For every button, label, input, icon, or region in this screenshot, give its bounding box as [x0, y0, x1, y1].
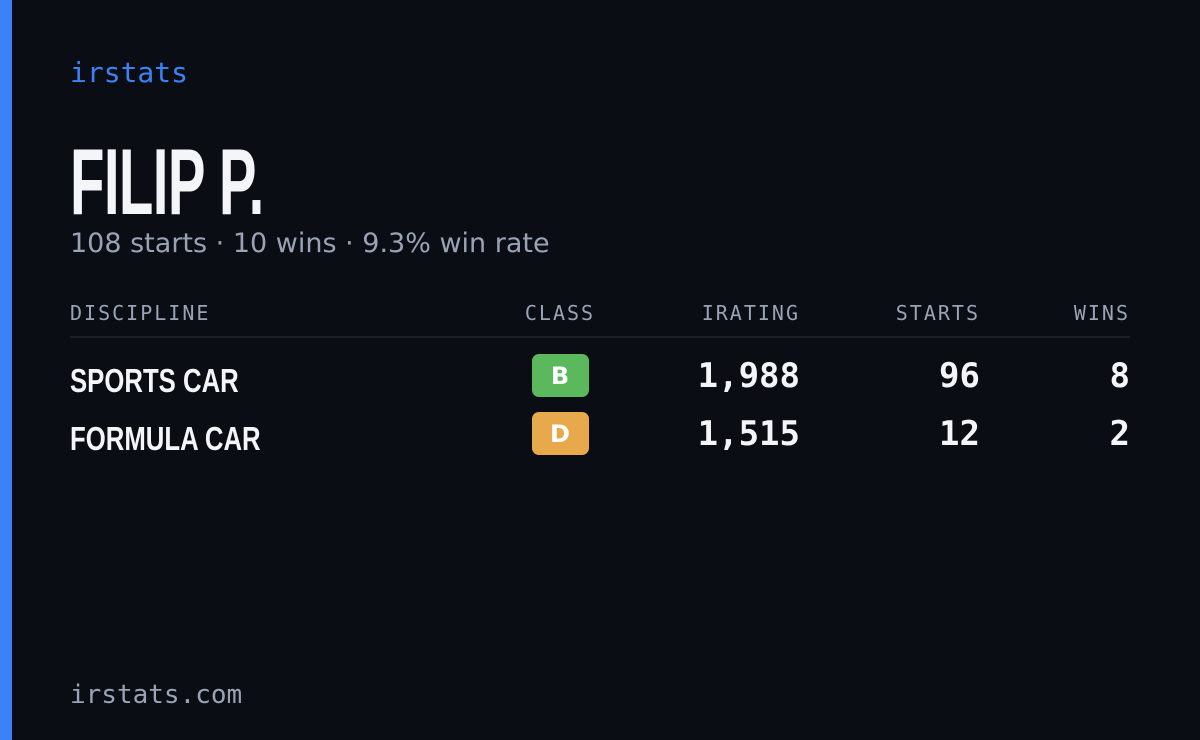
column-header: CLASS: [524, 301, 596, 325]
starts: 96: [939, 356, 980, 396]
starts: 12: [939, 414, 980, 454]
irating: 1,515: [697, 414, 800, 454]
discipline: SPORTS CAR: [70, 362, 239, 399]
column-header: IRATING: [701, 301, 800, 325]
column-header: DISCIPLINE: [70, 301, 211, 325]
column-header: STARTS: [895, 301, 980, 325]
header-rule: [70, 336, 1130, 338]
class-badge: B: [531, 354, 589, 397]
driver-summary: 108 starts · 10 wins · 9.3% win rate: [70, 228, 550, 259]
footer: irstats.com: [70, 680, 243, 710]
discipline: FORMULA CAR: [70, 420, 261, 457]
driver-name: FILIP P.: [70, 129, 264, 234]
wins: 8: [1109, 356, 1130, 396]
column-header: WINS: [1073, 301, 1130, 325]
wins: 2: [1109, 414, 1130, 454]
brand: irstats: [70, 56, 189, 89]
irating: 1,988: [697, 356, 800, 396]
accent-bar: [0, 0, 12, 740]
class-badge: D: [531, 412, 589, 455]
